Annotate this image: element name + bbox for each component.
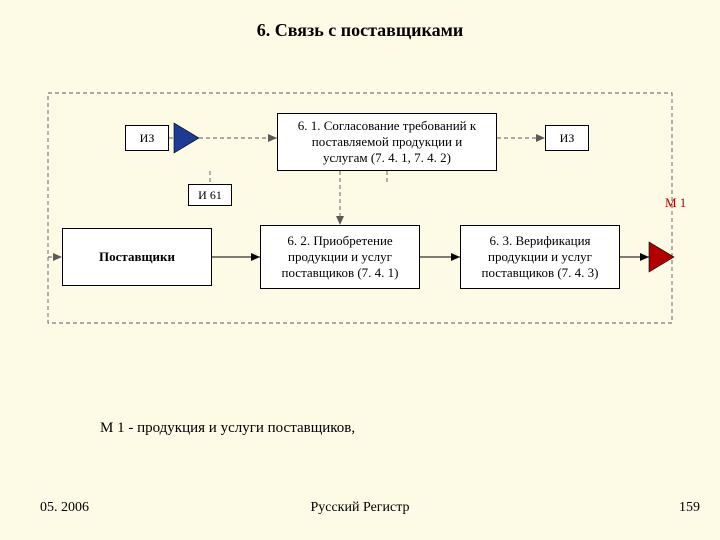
footer-center-text: Русский Регистр xyxy=(310,500,409,515)
node-6-3: 6. 3. Верификацияпродукции и услугпостав… xyxy=(460,225,620,289)
node-6-3-label: 6. 3. Верификацияпродукции и услугпостав… xyxy=(482,233,599,281)
iz-right-box: ИЗ xyxy=(545,125,589,151)
footer-page-text: 159 xyxy=(679,500,700,515)
node-6-1-label: 6. 1. Согласование требований кпоставляе… xyxy=(298,118,476,166)
suppliers-box: Поставщики xyxy=(62,228,212,286)
caption-text: М 1 - продукция и услуги поставщиков, xyxy=(100,420,355,436)
m1-label: М 1 xyxy=(665,195,686,211)
i61-tag: И 61 xyxy=(188,184,232,206)
suppliers-box-label: Поставщики xyxy=(99,249,175,265)
diagram-stage: ИЗ ИЗ 6. 1. Согласование требований кпоста… xyxy=(0,0,720,540)
i61-tag-label: И 61 xyxy=(198,188,222,203)
iz-right-box-label: ИЗ xyxy=(560,131,575,146)
node-6-1: 6. 1. Согласование требований кпоставляе… xyxy=(277,113,497,171)
footer-page: 159 xyxy=(620,500,700,516)
page-title-text: 6. Связь с поставщиками xyxy=(257,20,463,40)
node-6-2: 6. 2. Приобретениепродукции и услугпоста… xyxy=(260,225,420,289)
caption: М 1 - продукция и услуги поставщиков, xyxy=(100,420,355,437)
m1-label-text: М 1 xyxy=(665,195,686,210)
iz-left-box-label: ИЗ xyxy=(140,131,155,146)
node-6-2-label: 6. 2. Приобретениепродукции и услугпоста… xyxy=(282,233,399,281)
iz-left-box: ИЗ xyxy=(125,125,169,151)
footer-center: Русский Регистр xyxy=(0,500,720,516)
page-title: 6. Связь с поставщиками xyxy=(0,20,720,41)
